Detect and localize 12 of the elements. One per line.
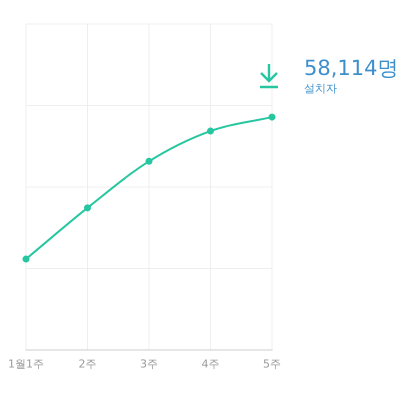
point bbox=[146, 158, 152, 165]
point bbox=[84, 204, 91, 212]
x-tick-label: 4주 bbox=[202, 357, 220, 370]
point bbox=[22, 256, 30, 263]
x-tick-label: 1월1주 bbox=[8, 357, 44, 370]
point bbox=[268, 114, 276, 121]
x-tick-label: 5주 bbox=[263, 357, 281, 370]
x-tick-label: 3주 bbox=[140, 357, 158, 370]
text: 설치자 bbox=[304, 82, 338, 96]
x-tick-label: 2주 bbox=[78, 357, 96, 370]
text: 58,114명 bbox=[304, 55, 398, 82]
point bbox=[207, 128, 214, 135]
